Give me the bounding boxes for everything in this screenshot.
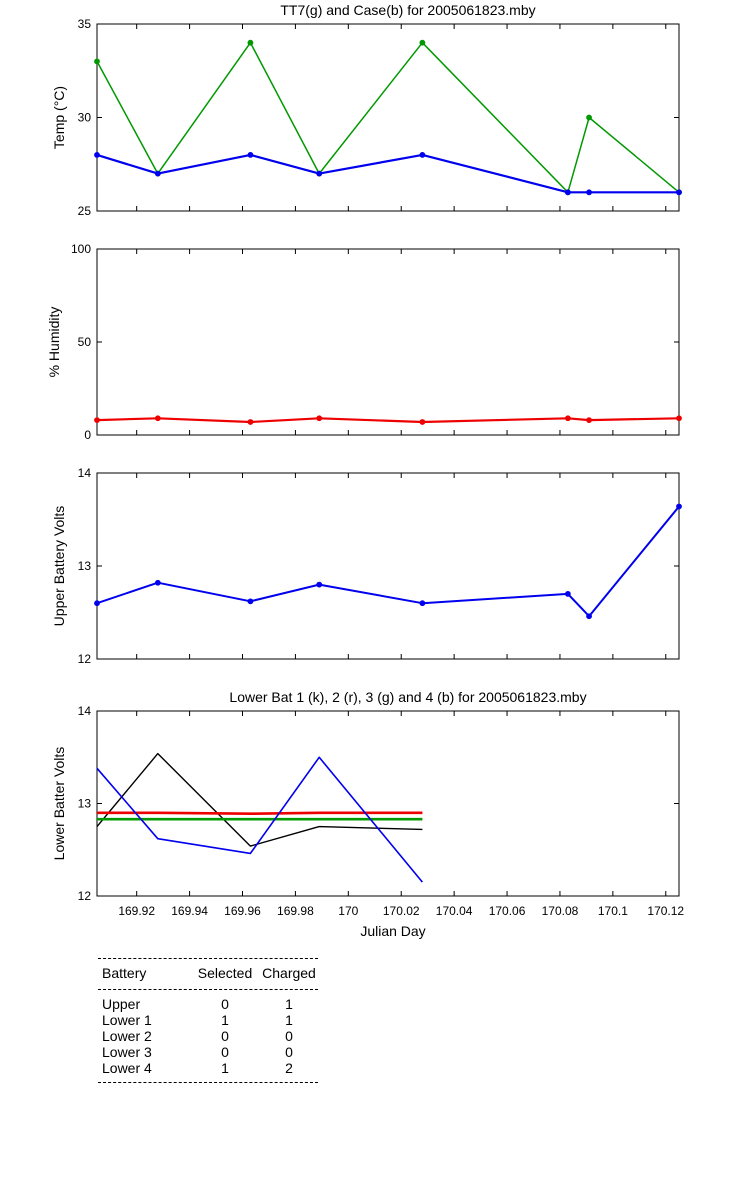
charged-value: 0 [285,1028,293,1044]
series-line [96,756,424,883]
y-tick-label: 100 [71,242,91,256]
battery-name: Lower 2 [102,1028,152,1044]
data-point [676,415,682,422]
data-point [154,415,161,422]
data-point [586,417,592,424]
table-row: Upper 0 1 [98,996,318,1012]
x-tick-label: 170.1 [598,904,628,918]
data-point [676,503,682,510]
y-tick-label: 13 [78,797,92,811]
table-header-rule [98,989,318,990]
header-charged: Charged [262,965,316,981]
series-line [96,153,679,194]
series-line [96,505,680,618]
y-tick-label: 13 [78,559,92,573]
data-point [586,189,592,196]
table-row: Lower 3 0 0 [98,1044,318,1060]
selected-value: 0 [221,1028,229,1044]
data-point [419,600,426,607]
selected-value: 0 [221,1044,229,1060]
table-bottom-rule [98,1082,318,1083]
data-point [94,417,100,424]
data-point [564,189,571,196]
data-point [247,598,254,605]
battery-name: Upper [102,996,141,1012]
x-tick-label: 169.98 [277,904,314,918]
data-point [564,415,571,422]
data-point [316,415,323,422]
panel-title: Lower Bat 1 (k), 2 (r), 3 (g) and 4 (b) … [229,689,586,705]
series-line [96,417,680,424]
x-tick-label: 169.96 [224,904,261,918]
y-tick-label: 14 [78,704,92,718]
x-tick-label: 169.94 [171,904,208,918]
header-selected: Selected [197,965,253,981]
x-tick-label: 170 [338,904,358,918]
y-axis-title: Lower Batter Volts [51,747,67,861]
table-header-row: Battery Selected Charged [98,963,318,983]
y-tick-label: 50 [78,335,92,349]
plot-frame [96,472,680,660]
data-point [154,170,161,177]
figure: 25 30 35 Temp (°C) TT7(g) and Case(b) for 20… [46,2,684,939]
y-tick-label: 0 [84,428,91,442]
table-body: Upper 0 1 Lower 1 1 1 Lower 2 0 0 Lower … [98,996,318,1076]
data-point [154,579,161,586]
data-point [419,419,426,425]
plot-frame [96,248,680,436]
x-tick-label: 170.06 [489,904,526,918]
table-row: Lower 1 1 1 [98,1012,318,1028]
charged-value: 0 [285,1044,293,1060]
battery-name: Lower 4 [102,1060,152,1076]
x-axis-title: Julian Day [360,923,425,939]
y-tick-label: 12 [78,889,92,903]
battery-status-table: Battery Selected Charged Upper 0 1 Lower… [98,958,318,1083]
battery-name: Lower 1 [102,1012,152,1028]
series-line [96,752,423,847]
charged-value: 2 [285,1060,293,1076]
data-point [94,600,100,607]
data-point [586,613,592,620]
x-tick-label: 170.04 [436,904,473,918]
y-axis-title: Upper Battery Volts [51,506,67,627]
y-axis-title: % Humidity [46,307,62,378]
data-point [247,419,254,425]
y-tick-label: 12 [78,652,92,666]
charged-value: 1 [285,1012,293,1028]
x-tick-label: 169.92 [118,904,155,918]
table-row: Lower 4 1 2 [98,1060,318,1076]
y-axis-title: Temp (°C) [51,86,67,149]
x-tick-label: 170.12 [647,904,684,918]
data-point [564,591,571,597]
data-point [247,39,254,46]
plot-frame [96,710,680,897]
x-tick-label: 170.08 [542,904,579,918]
data-point [419,151,426,158]
selected-value: 0 [221,996,229,1012]
y-tick-label: 35 [78,17,92,31]
selected-value: 1 [221,1060,229,1076]
y-tick-label: 14 [78,466,92,480]
series-line [96,41,680,194]
data-point [586,114,592,121]
panel-title: TT7(g) and Case(b) for 2005061823.mby [280,2,535,18]
data-point [94,151,100,158]
header-battery: Battery [102,965,147,981]
series-line [97,811,423,816]
x-tick-label: 170.02 [383,904,420,918]
y-tick-label: 30 [78,111,92,125]
data-point [94,58,100,65]
data-point [419,39,426,46]
table-row: Lower 2 0 0 [98,1028,318,1044]
data-point [316,170,323,177]
selected-value: 1 [221,1012,229,1028]
y-tick-label: 25 [78,204,92,218]
data-point [676,189,682,196]
charged-value: 1 [285,996,293,1012]
table-top-rule [98,958,318,959]
battery-name: Lower 3 [102,1044,152,1060]
data-point [247,151,254,158]
data-point [316,581,323,588]
